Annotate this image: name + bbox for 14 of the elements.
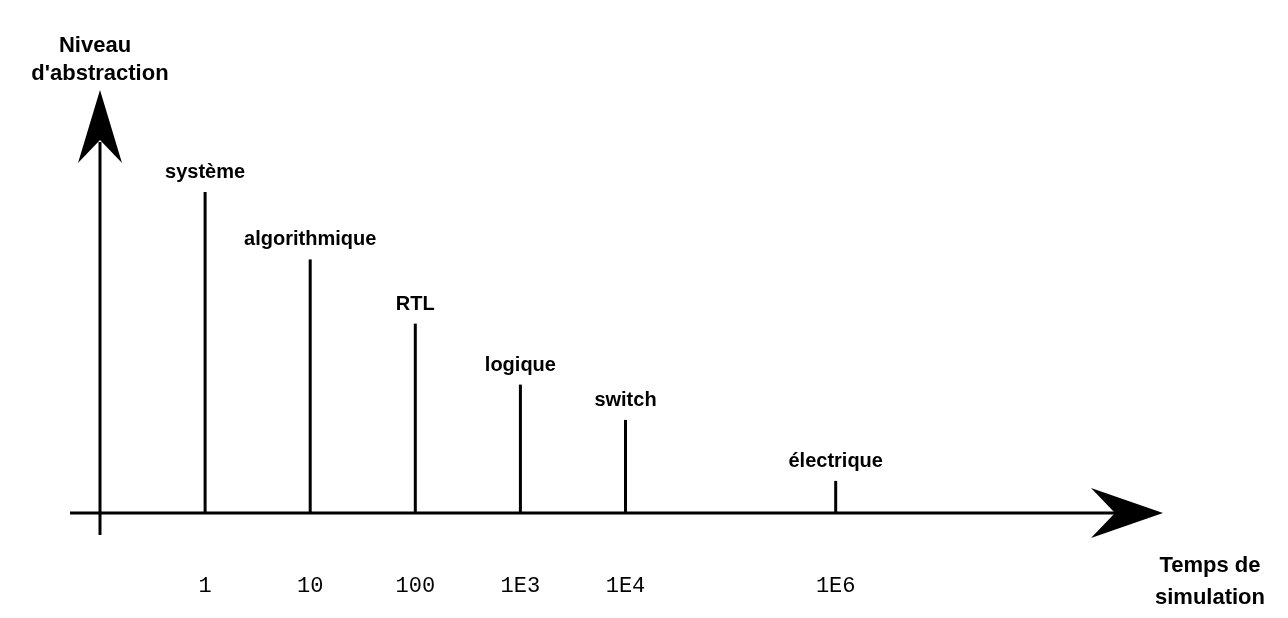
annotation: système [165,160,246,182]
x-tick-label: 100 [395,574,436,599]
x-tick-label: 1E6 [815,574,856,599]
x-tick-label: 1E3 [500,574,541,599]
x-axis-title: Temps de simulation [1154,552,1266,609]
x-tick-label: 1E4 [605,574,646,599]
annotation: électrique [788,448,883,471]
annotation: logique [484,352,556,375]
y-axis-title: Niveau d'abstraction [31,32,169,85]
x-tick-label: 10 [297,574,324,599]
annotation: RTL [395,291,435,314]
x-tick-label: 1 [198,574,212,599]
annotation: algorithmique [244,227,377,250]
annotation: switch [594,387,657,410]
